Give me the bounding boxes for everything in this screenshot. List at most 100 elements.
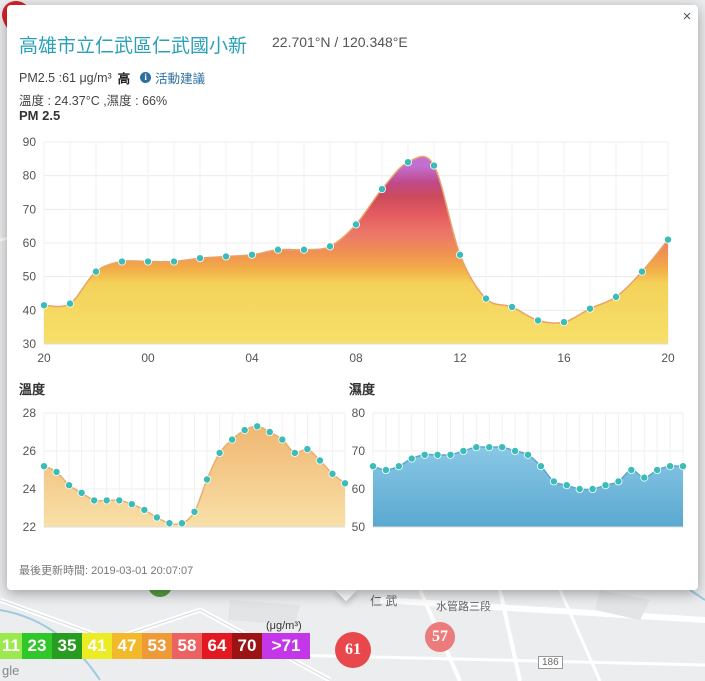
humidity-chart: 50 60 70 80 [352,406,687,534]
data-point[interactable] [653,466,662,475]
activity-advice-link[interactable]: 活動建議 [155,72,206,86]
data-point[interactable] [195,254,204,263]
y-tick-label: 80 [352,406,366,420]
data-point[interactable] [534,316,543,325]
data-point[interactable] [403,158,412,167]
data-point[interactable] [562,481,571,490]
data-point[interactable] [140,505,149,514]
data-point[interactable] [127,500,136,509]
data-point[interactable] [481,294,490,303]
station-marker[interactable]: 57 [425,622,455,652]
data-point[interactable] [152,513,161,522]
pm25-color-legend: 11 23 35 41 47 53 58 64 70 >71 [0,633,310,659]
data-point[interactable] [627,466,636,475]
data-point[interactable] [203,475,212,484]
data-point[interactable] [381,466,390,475]
data-point[interactable] [278,435,287,444]
data-point[interactable] [340,479,349,488]
data-point[interactable] [328,469,337,478]
data-point[interactable] [40,462,49,471]
legend-swatch: 23 [21,633,52,659]
data-point[interactable] [549,477,558,486]
data-point[interactable] [588,485,597,494]
data-point[interactable] [560,318,569,327]
data-point[interactable] [507,302,516,311]
legend-swatch: 58 [171,633,202,659]
data-point[interactable] [115,496,124,505]
data-point[interactable] [664,235,673,244]
data-point[interactable] [228,435,237,444]
close-button[interactable]: × [682,8,692,25]
data-point[interactable] [536,462,545,471]
data-point[interactable] [215,448,224,457]
data-point[interactable] [420,450,429,459]
data-point[interactable] [377,185,386,194]
data-point[interactable] [407,454,416,463]
data-point[interactable] [369,462,378,471]
x-tick-label: 16 [557,351,571,365]
data-point[interactable] [190,507,199,516]
pm25-level: 高 [117,72,131,86]
data-point[interactable] [143,257,152,266]
data-point[interactable] [273,245,282,254]
data-point[interactable] [315,456,324,465]
data-point[interactable] [614,477,623,486]
data-point[interactable] [459,447,468,456]
data-point[interactable] [169,257,178,266]
y-tick-label: 80 [23,169,37,183]
data-point[interactable] [102,496,111,505]
data-point[interactable] [299,245,308,254]
data-point[interactable] [586,304,595,313]
y-tick-label: 28 [23,406,37,420]
data-point[interactable] [90,496,99,505]
legend-swatch: 11 [0,633,22,659]
legend-swatch: 47 [111,633,142,659]
data-point[interactable] [455,250,464,259]
data-point[interactable] [92,267,101,276]
data-point[interactable] [325,242,334,251]
data-point[interactable] [65,481,74,490]
y-tick-label: 90 [23,135,37,149]
station-title: 高雄市立仁武區仁武國小新 [19,36,248,57]
data-point[interactable] [498,443,507,452]
data-point[interactable] [290,448,299,457]
data-point[interactable] [265,427,274,436]
pm25-reading-row: PM2.5 :61 μg/m³ 高 i 活動建議 [19,68,205,87]
data-point[interactable] [472,443,481,452]
data-point[interactable] [446,450,455,459]
map-label-renwu: 仁 武 [370,594,398,608]
legend-swatch: 64 [201,633,232,659]
data-point[interactable] [485,443,494,452]
data-point[interactable] [52,467,61,476]
y-tick-label: 70 [352,444,366,458]
data-point[interactable] [678,462,687,471]
data-point[interactable] [638,267,647,276]
data-point[interactable] [523,450,532,459]
data-point[interactable] [612,292,621,301]
data-point[interactable] [640,473,649,482]
data-point[interactable] [177,519,186,528]
data-point[interactable] [394,462,403,471]
data-point[interactable] [165,519,174,528]
data-point[interactable] [240,426,249,435]
data-point[interactable] [118,257,127,266]
data-point[interactable] [40,301,49,310]
data-point[interactable] [247,250,256,259]
info-icon[interactable]: i [140,72,152,83]
data-point[interactable] [253,422,262,431]
temp-chart-title: 溫度 [19,382,46,397]
station-marker-selected[interactable]: 61 [335,632,371,668]
data-point[interactable] [575,485,584,494]
data-point[interactable] [351,220,360,229]
data-point[interactable] [511,447,520,456]
pm25-reading: PM2.5 :61 μg/m³ [19,70,112,85]
data-point[interactable] [601,481,610,490]
station-coords: 22.701°N / 120.348°E [272,34,408,50]
data-point[interactable] [433,450,442,459]
data-point[interactable] [666,462,675,471]
data-point[interactable] [66,299,75,308]
data-point[interactable] [221,252,230,261]
data-point[interactable] [303,445,312,454]
data-point[interactable] [429,161,438,170]
data-point[interactable] [77,488,86,497]
